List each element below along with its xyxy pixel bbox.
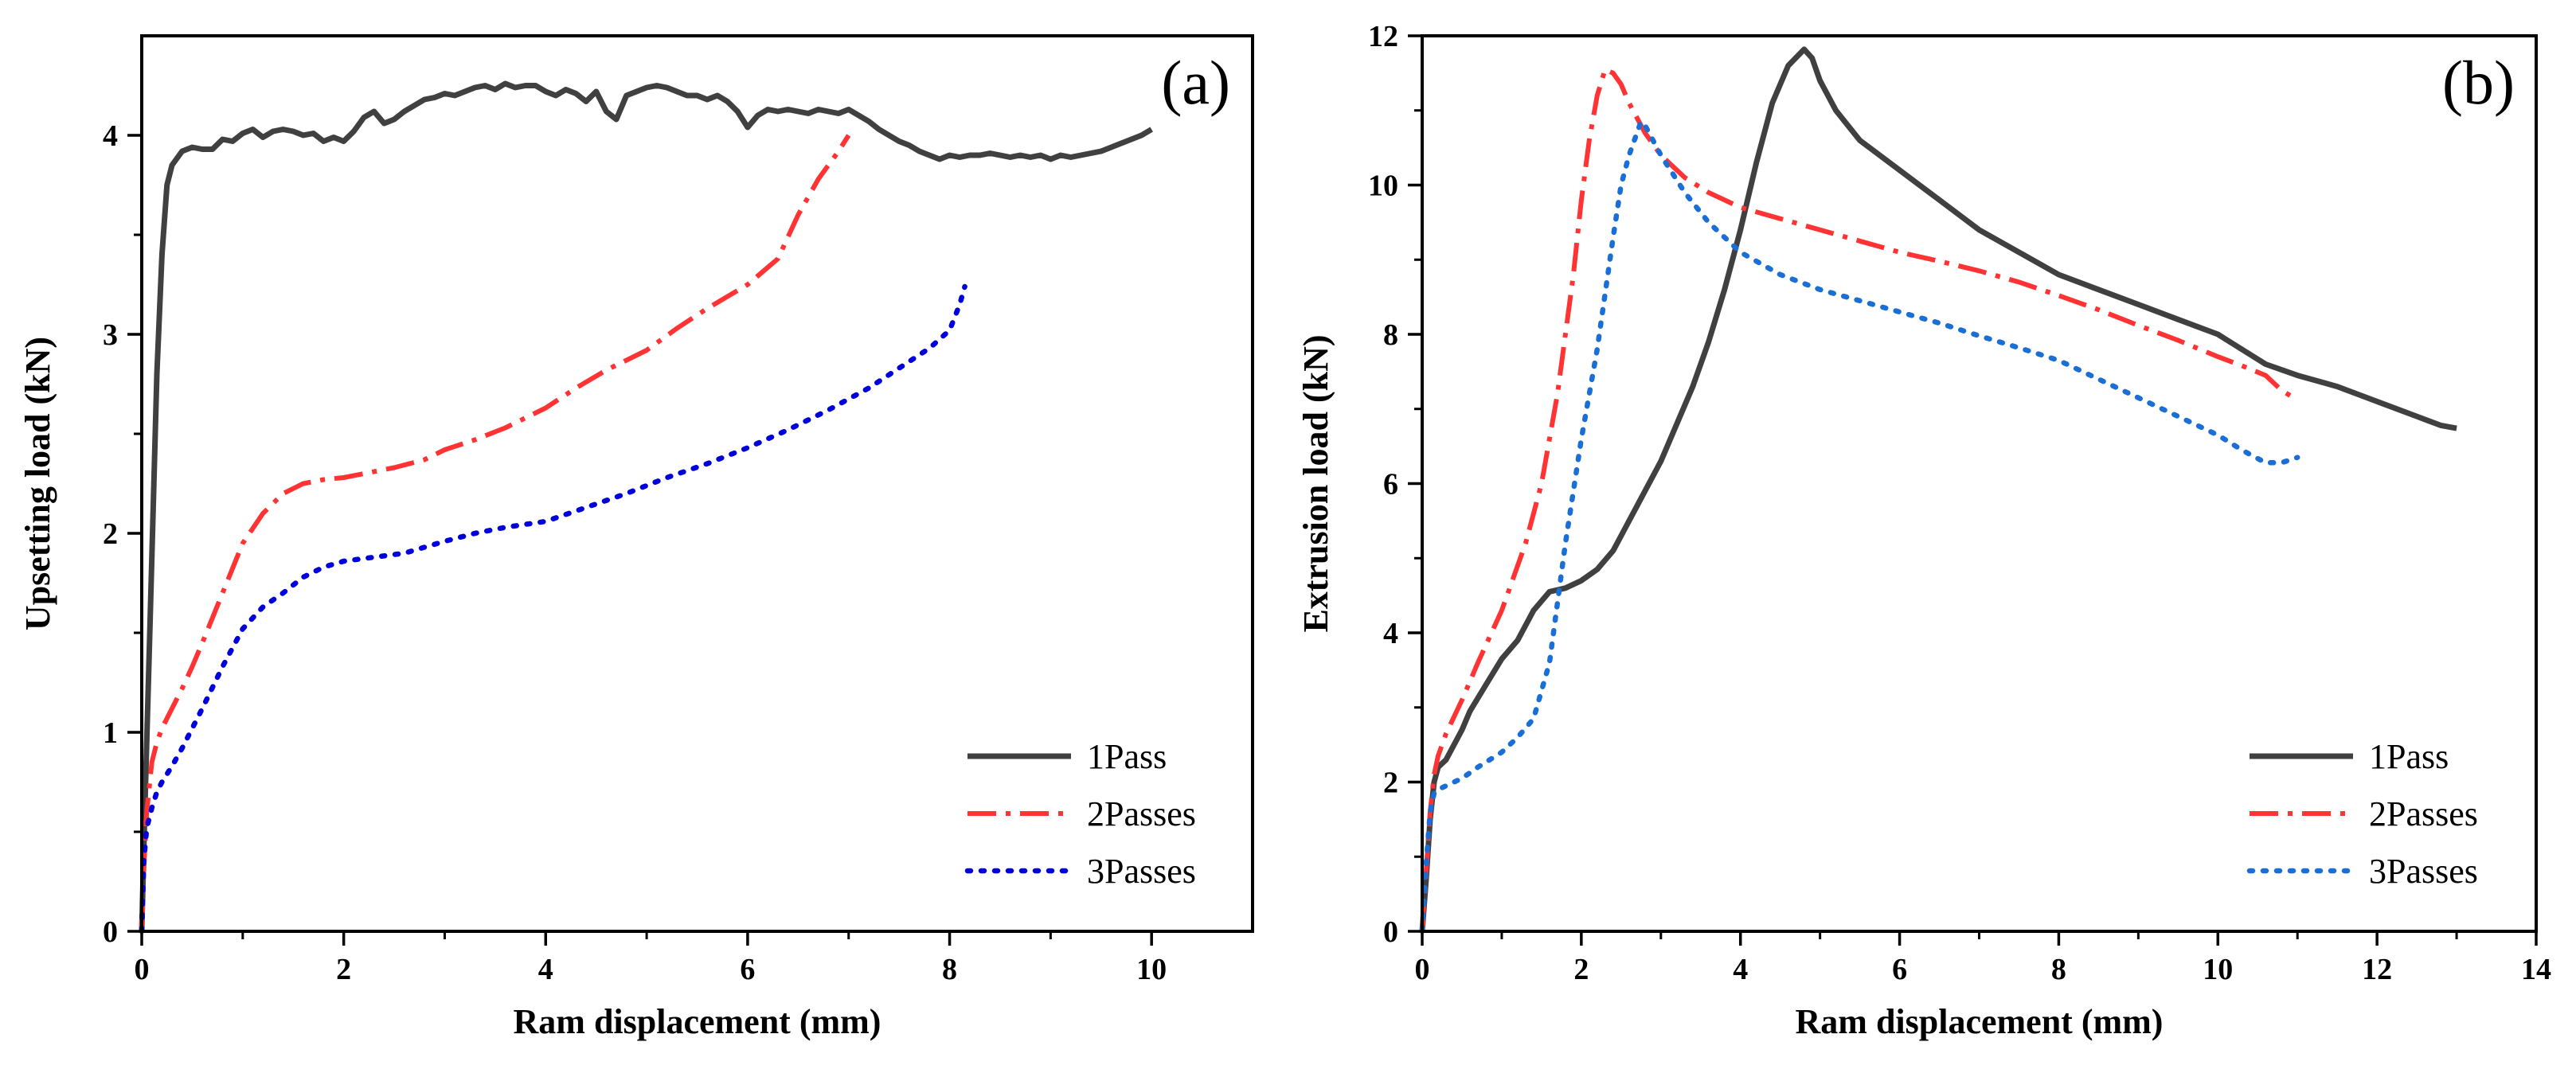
x-tick-label-a: 6 [740,953,755,986]
legend-label-b-2passes: 2Passes [2369,794,2478,833]
y-tick-label-b: 0 [1383,915,1398,949]
x-tick-label-b: 4 [1733,953,1748,986]
series-line-b-1pass [1419,46,2457,932]
x-tick-label-a: 8 [942,953,957,986]
y-axis-title-b: Extrusion load (kN) [1296,334,1335,632]
x-tick-label-b: 2 [1573,953,1589,986]
y-tick-label-a: 3 [103,318,118,352]
legend-label-a-2passes: 2Passes [1087,794,1196,833]
legend-label-b-3passes: 3Passes [2369,852,2478,891]
series-line-b-3passes [1419,119,2300,934]
x-tick-label-b: 0 [1415,953,1430,986]
y-tick-label-b: 2 [1383,767,1398,800]
series-line-a-3passes [139,283,967,934]
series-line-a-1pass [139,80,1153,932]
y-tick-label-b: 8 [1383,318,1398,352]
panel-label-b: (b) [2442,48,2515,117]
x-tick-label-a: 2 [336,953,351,986]
x-tick-label-b: 14 [2521,953,2551,986]
x-tick-label-a: 4 [538,953,553,986]
x-tick-label-b: 8 [2051,953,2066,986]
y-tick-label-b: 4 [1383,617,1398,650]
chart-panel-a: 0 2 4 6 8 10 0 1 2 3 4 Ram displacement (mm) Upsetti… [18,34,1254,1041]
x-tick-label-b: 12 [2362,953,2392,986]
x-tick-label-a: 0 [135,953,150,986]
chart-panel-b: 0 2 4 6 8 10 12 14 0 2 4 6 8 10 12 Ram displacement (mm… [1296,20,2551,1041]
series-line-a-2passes [139,134,851,932]
y-axis-title-a: Upsetting load (kN) [18,337,57,630]
legend-label-a-1pass: 1Pass [1087,737,1167,776]
x-tick-label-b: 10 [2203,953,2233,986]
y-tick-label-b: 6 [1383,468,1398,501]
plot-frame-a [140,34,1254,933]
x-axis-title-a: Ram displacement (mm) [514,1002,881,1041]
legend-a: 1Pass 2Passes 3Passes [964,737,1196,891]
y-tick-label-a: 1 [103,716,118,750]
y-tick-label-a: 4 [103,119,118,153]
series-line-b-2passes [1420,67,2299,932]
y-tick-label-b: 10 [1368,170,1398,203]
y-tick-label-b: 12 [1368,20,1398,53]
x-axis-title-b: Ram displacement (mm) [1796,1002,2164,1041]
y-tick-label-a: 2 [103,517,118,551]
legend-b: 1Pass 2Passes 3Passes [2246,737,2478,891]
x-tick-label-b: 6 [1892,953,1907,986]
legend-label-a-3passes: 3Passes [1087,852,1196,891]
legend-label-b-1pass: 1Pass [2369,737,2449,776]
y-tick-label-a: 0 [103,915,118,949]
x-tick-label-a: 10 [1136,953,1167,986]
panel-label-a: (a) [1161,48,1230,117]
